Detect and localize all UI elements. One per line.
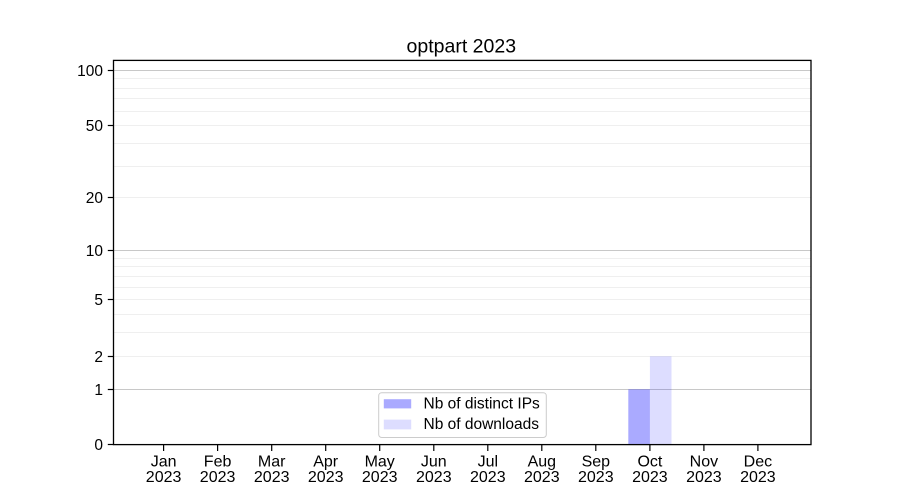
svg-text:Feb: Feb: [204, 454, 232, 471]
svg-text:Mar: Mar: [258, 454, 286, 471]
svg-text:2023: 2023: [308, 469, 344, 486]
svg-text:20: 20: [86, 190, 104, 207]
svg-text:Jan: Jan: [151, 454, 177, 471]
svg-text:Sep: Sep: [582, 454, 611, 471]
svg-text:2023: 2023: [146, 469, 182, 486]
svg-text:5: 5: [94, 292, 103, 309]
svg-text:Jun: Jun: [421, 454, 447, 471]
svg-text:2023: 2023: [740, 469, 776, 486]
svg-text:Jul: Jul: [478, 454, 498, 471]
svg-text:2023: 2023: [200, 469, 236, 486]
svg-text:May: May: [365, 454, 395, 471]
svg-text:2023: 2023: [470, 469, 506, 486]
svg-text:2023: 2023: [632, 469, 668, 486]
svg-text:Aug: Aug: [528, 454, 556, 471]
svg-text:2023: 2023: [686, 469, 722, 486]
svg-text:100: 100: [77, 63, 103, 80]
svg-text:2023: 2023: [254, 469, 290, 486]
svg-text:Oct: Oct: [637, 454, 662, 471]
svg-text:10: 10: [86, 243, 104, 260]
svg-text:1: 1: [94, 382, 103, 399]
svg-text:Nb of distinct IPs: Nb of distinct IPs: [424, 396, 541, 413]
svg-text:2: 2: [94, 349, 103, 366]
svg-text:Nov: Nov: [690, 454, 718, 471]
svg-text:0: 0: [94, 437, 103, 454]
svg-text:Nb of downloads: Nb of downloads: [424, 416, 540, 433]
svg-text:2023: 2023: [416, 469, 452, 486]
svg-text:2023: 2023: [578, 469, 614, 486]
svg-text:50: 50: [86, 118, 104, 135]
svg-text:Dec: Dec: [744, 454, 772, 471]
svg-text:2023: 2023: [524, 469, 560, 486]
svg-text:2023: 2023: [362, 469, 398, 486]
svg-text:optpart 2023: optpart 2023: [407, 36, 517, 58]
svg-text:Apr: Apr: [313, 454, 339, 471]
